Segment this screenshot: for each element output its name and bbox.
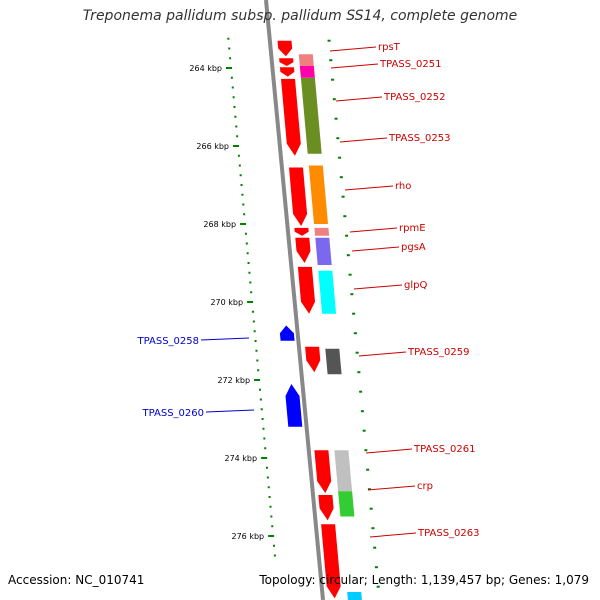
forward-cds-arrow bbox=[321, 524, 341, 599]
cog-block bbox=[315, 237, 332, 265]
gene-label[interactable]: rho bbox=[395, 181, 411, 192]
forward-cds-arrow bbox=[295, 237, 311, 263]
forward-cds-arrow bbox=[314, 450, 332, 494]
label-leader bbox=[200, 337, 250, 341]
forward-cds-arrow bbox=[318, 495, 334, 521]
tick-track: 264 kbp 266 kbp 268 kbp 270 kbp 272 kbp 274 k… bbox=[189, 37, 380, 588]
label-leader bbox=[365, 448, 413, 454]
label-leader bbox=[367, 485, 416, 491]
gene-label[interactable]: TPASS_0261 bbox=[413, 444, 475, 455]
gene-label[interactable]: crp bbox=[417, 481, 433, 492]
map-title: Treponema pallidum subsp. pallidum SS14,… bbox=[82, 8, 518, 24]
forward-strand-track bbox=[277, 40, 341, 599]
gene-label[interactable]: TPASS_0252 bbox=[383, 92, 445, 103]
forward-cds-arrow bbox=[289, 167, 308, 226]
cog-block bbox=[338, 491, 355, 517]
gene-label[interactable]: TPASS_0253 bbox=[388, 133, 450, 144]
gene-label[interactable]: rpmE bbox=[399, 223, 426, 234]
cog-block bbox=[299, 66, 315, 78]
cog-block bbox=[314, 227, 330, 236]
forward-cds-arrow bbox=[277, 40, 293, 57]
reverse-strand-track bbox=[279, 325, 303, 427]
cog-block bbox=[300, 77, 322, 154]
gene-label[interactable]: TPASS_0258 bbox=[137, 336, 199, 347]
forward-cds-arrow bbox=[294, 227, 309, 236]
forward-cds-arrow bbox=[279, 67, 295, 77]
gene-label[interactable]: rpsT bbox=[378, 42, 401, 53]
scale-label: 270 kbp bbox=[210, 298, 243, 307]
forward-cds-arrow bbox=[297, 266, 315, 314]
label-leader bbox=[369, 532, 417, 538]
accession-label: Accession: NC_010741 bbox=[8, 573, 145, 587]
cog-block bbox=[347, 592, 362, 600]
scale-label: 264 kbp bbox=[189, 64, 222, 73]
gene-label[interactable]: TPASS_0263 bbox=[417, 528, 479, 539]
label-leader bbox=[335, 96, 383, 102]
gene-label[interactable]: pgsA bbox=[401, 242, 426, 253]
cog-block bbox=[325, 348, 342, 375]
cog-block bbox=[308, 165, 328, 224]
label-leader bbox=[205, 409, 255, 413]
genome-stats-label: Topology: circular; Length: 1,139,457 bp… bbox=[259, 573, 589, 587]
cog-block bbox=[334, 450, 353, 492]
label-leader bbox=[353, 284, 403, 290]
cog-track bbox=[298, 54, 362, 600]
gene-label[interactable]: TPASS_0251 bbox=[379, 59, 441, 70]
forward-cds-arrow bbox=[305, 346, 321, 373]
gene-label[interactable]: TPASS_0259 bbox=[407, 347, 469, 358]
scale-label: 276 kbp bbox=[232, 532, 265, 541]
label-leader bbox=[329, 46, 377, 52]
gene-label[interactable]: glpQ bbox=[404, 280, 427, 291]
label-leader bbox=[330, 63, 379, 69]
gene-label[interactable]: TPASS_0260 bbox=[142, 408, 204, 419]
reverse-cds-arrow bbox=[279, 325, 295, 341]
forward-cds-arrow bbox=[279, 58, 294, 66]
label-leader bbox=[349, 227, 398, 233]
forward-cds-arrow bbox=[281, 78, 301, 156]
scale-label: 266 kbp bbox=[196, 142, 229, 151]
cog-block bbox=[298, 54, 314, 66]
reverse-cds-arrow bbox=[285, 384, 303, 427]
scale-label: 274 kbp bbox=[224, 454, 257, 463]
cog-block bbox=[318, 270, 337, 314]
genome-backbone bbox=[264, 0, 325, 600]
label-leader bbox=[344, 185, 394, 191]
scale-label: 268 kbp bbox=[203, 220, 236, 229]
label-leader bbox=[358, 351, 407, 357]
label-leader bbox=[351, 246, 400, 252]
scale-label: 272 kbp bbox=[217, 376, 250, 385]
label-leader bbox=[339, 137, 388, 143]
